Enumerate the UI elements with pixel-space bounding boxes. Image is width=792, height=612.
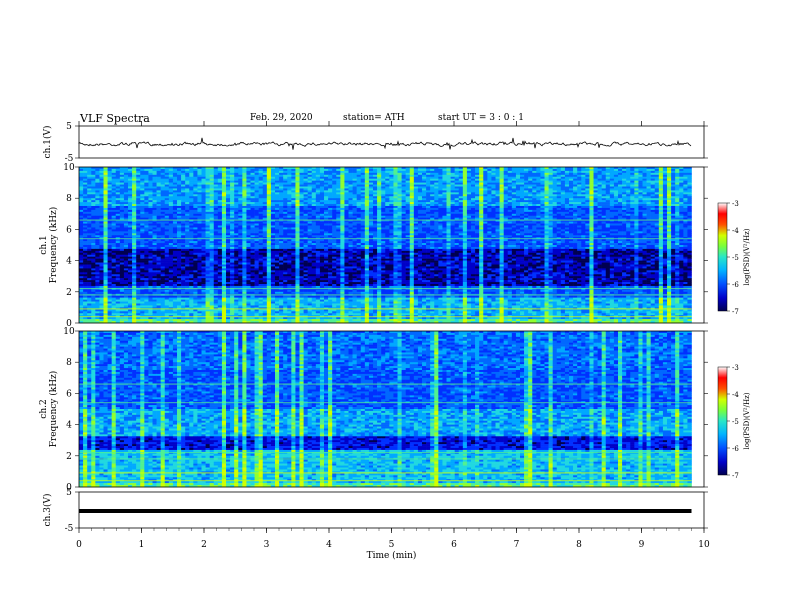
colorbar-tick-label: -3 (732, 364, 739, 372)
ch2-spectrogram-colorbar-label: log(PSD)(V²/Hz) (743, 392, 751, 449)
y-tick-label: 6 (66, 225, 72, 235)
x-tick-label: 9 (639, 540, 645, 550)
colorbar-tick-label: -5 (732, 254, 739, 262)
ch1-waveform-line (79, 138, 691, 150)
colorbar-tick-label: -7 (732, 308, 739, 316)
y-tick-label: 5 (66, 122, 72, 132)
x-axis-label: Time (min) (367, 550, 417, 561)
ch2-spectrogram-ylabel-ch: ch.2 (39, 399, 49, 418)
y-tick-label: 4 (66, 421, 72, 431)
ch2-spectrogram-ylabel-freq: Frequency (kHz) (48, 371, 59, 448)
x-tick-label: 1 (139, 540, 145, 550)
colorbar-tick-label: -3 (732, 200, 739, 208)
x-tick-label: 0 (76, 540, 82, 550)
colorbar-tick-label: -7 (732, 472, 739, 480)
ch1-panel (79, 126, 704, 158)
y-tick-label: 2 (66, 288, 72, 298)
ch3-ylabel: ch.3(V) (42, 494, 53, 527)
y-tick-label: 5 (66, 488, 72, 498)
y-tick-label: 8 (66, 358, 72, 368)
y-tick-label: -5 (65, 524, 74, 534)
x-tick-label: 5 (389, 540, 395, 550)
y-tick-label: 2 (66, 452, 72, 462)
x-tick-label: 3 (264, 540, 270, 550)
x-tick-label: 4 (326, 540, 332, 550)
y-tick-label: 4 (66, 257, 72, 267)
ch1-spectrogram (79, 167, 692, 323)
x-tick-label: 7 (514, 540, 520, 550)
ch2-spectrogram (79, 331, 692, 487)
y-tick-label: 10 (63, 327, 75, 337)
x-tick-label: 6 (451, 540, 457, 550)
colorbar-tick-label: -6 (732, 281, 739, 289)
ch1-ylabel: ch.1(V) (42, 126, 53, 159)
x-tick-label: 10 (698, 540, 710, 550)
ch2-spectrogram-colorbar (718, 367, 727, 475)
ch1-spectrogram-ylabel-ch: ch.1 (39, 235, 49, 254)
x-tick-label: 8 (576, 540, 582, 550)
ch1-spectrogram-colorbar-label: log(PSD)(V²/Hz) (743, 228, 751, 285)
y-tick-label: 8 (66, 194, 72, 204)
y-tick-label: 6 (66, 389, 72, 399)
colorbar-tick-label: -4 (732, 227, 739, 235)
x-tick-label: 2 (201, 540, 207, 550)
ch1-spectrogram-ylabel-freq: Frequency (kHz) (48, 207, 59, 284)
colorbar-tick-label: -5 (732, 418, 739, 426)
y-tick-label: 10 (63, 163, 75, 173)
colorbar-tick-label: -6 (732, 445, 739, 453)
colorbar-tick-label: -4 (732, 391, 739, 399)
ch1-spectrogram-colorbar (718, 203, 727, 311)
